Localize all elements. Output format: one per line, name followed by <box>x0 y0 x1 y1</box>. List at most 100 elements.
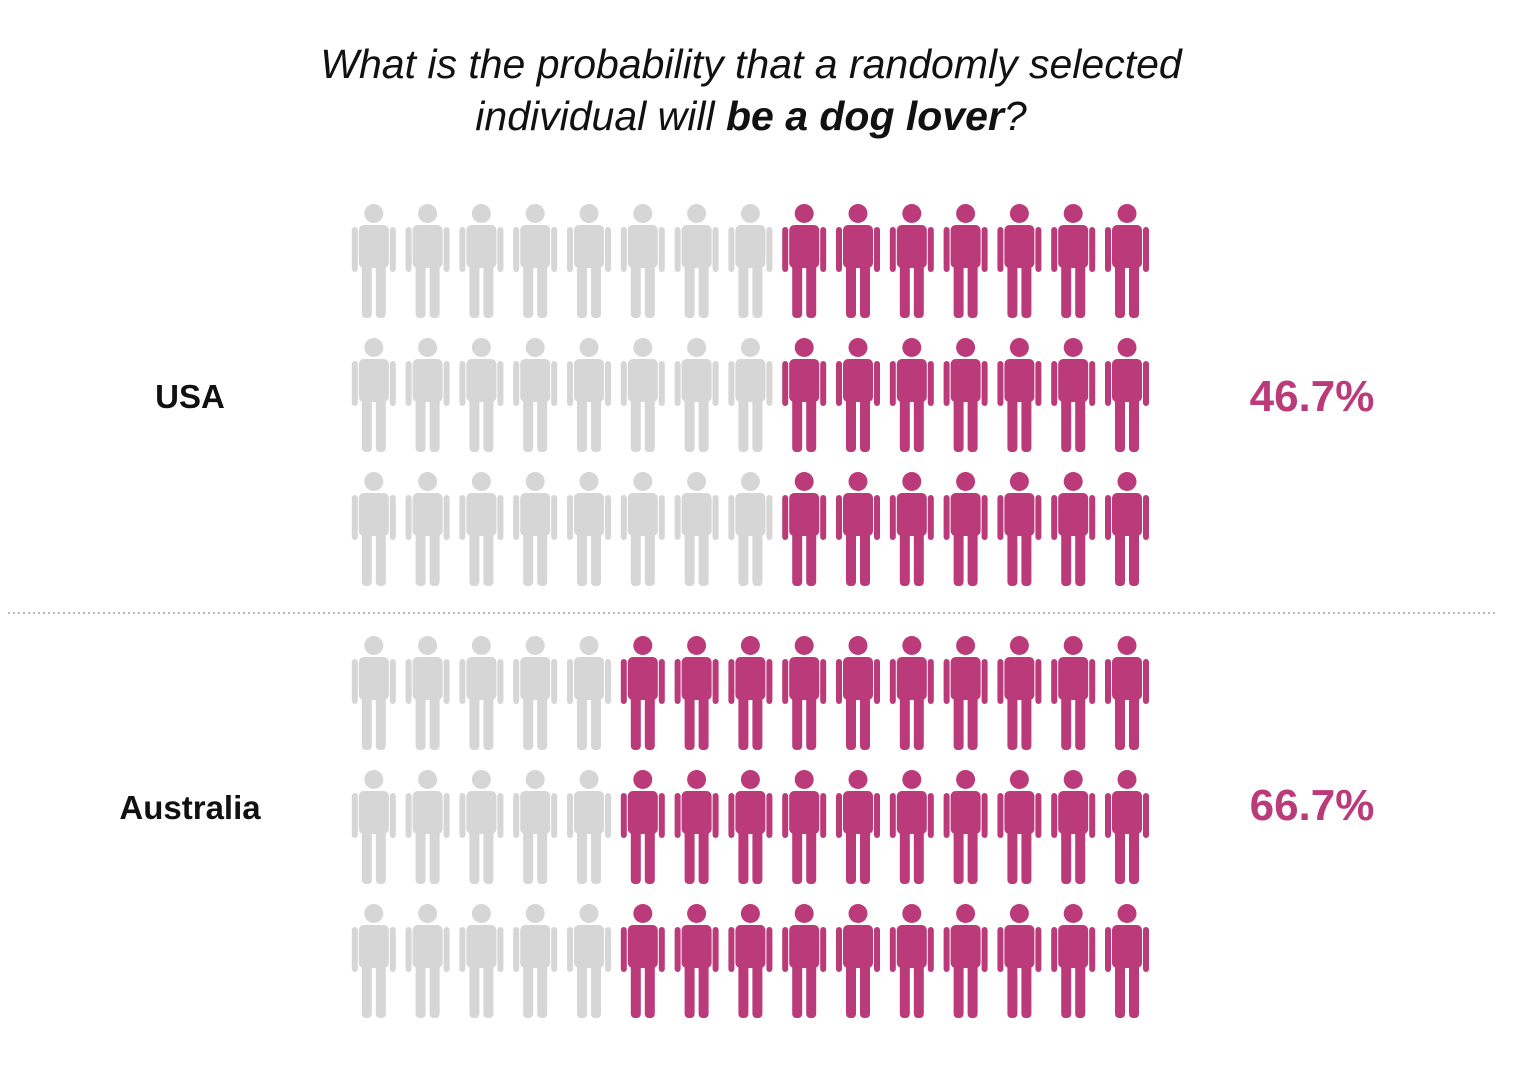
australia-row-2-person-icon-14-highlighted <box>1051 770 1096 884</box>
usa-row-2-person-icon-10-highlighted <box>836 338 880 452</box>
title-line-2-emphasis: be a dog lover <box>725 93 1004 139</box>
australia-row-3-person-icon-5 <box>567 904 611 1018</box>
australia-row-3-person-icon-3 <box>459 904 504 1018</box>
usa-row-3-person-icon-6 <box>620 472 665 586</box>
australia-row-1-person-icon-6-highlighted <box>620 636 665 750</box>
usa-row-1-person-icon-1 <box>351 204 396 318</box>
australia-row-3-person-icon-2 <box>405 904 450 1018</box>
australia-row-1-person-icon-13-highlighted <box>997 636 1042 750</box>
australia-row-2-person-icon-2 <box>405 770 450 884</box>
australia-row-3-person-icon-6-highlighted <box>620 904 665 1018</box>
australia-row-1-person-icon-5 <box>567 636 611 750</box>
usa-row-3-person-icon-11-highlighted <box>889 472 934 586</box>
usa-row-1-person-icon-3 <box>459 204 504 318</box>
australia-row-2-person-icon-1 <box>351 770 396 884</box>
usa-row-3-person-icon-7 <box>674 472 719 586</box>
usa-row-3-person-icon-8 <box>728 472 773 586</box>
title-line-2: individual will be a dog lover? <box>0 90 1502 142</box>
usa-row-1-person-icon-2 <box>405 204 450 318</box>
australia-row-2-person-icon-6-highlighted <box>620 770 665 884</box>
usa-row-1-person-icon-8 <box>728 204 773 318</box>
chart-title: What is the probability that a randomly … <box>0 38 1502 142</box>
usa-row-3-person-icon-15-highlighted <box>1105 472 1149 586</box>
title-line-2-suffix: ? <box>1003 93 1027 139</box>
australia-row-3-person-icon-14-highlighted <box>1051 904 1096 1018</box>
percent-label-australia: 66.7% <box>1249 781 1375 830</box>
usa-row-2-person-icon-3 <box>459 338 504 452</box>
usa-row-2-person-icon-4 <box>513 338 558 452</box>
usa-row-3-person-icon-1 <box>351 472 396 586</box>
usa-row-1-person-icon-9-highlighted <box>782 204 827 318</box>
group-label-usa: USA <box>155 378 225 415</box>
australia-row-1-person-icon-14-highlighted <box>1051 636 1096 750</box>
usa-row-2-person-icon-14-highlighted <box>1051 338 1096 452</box>
australia-row-1-person-icon-1 <box>351 636 396 750</box>
australia-row-1-person-icon-7-highlighted <box>674 636 719 750</box>
australia-row-3-person-icon-4 <box>513 904 558 1018</box>
usa-row-3-person-icon-9-highlighted <box>782 472 827 586</box>
usa-row-3-person-icon-12-highlighted <box>943 472 988 586</box>
australia-row-3-person-icon-15-highlighted <box>1105 904 1149 1018</box>
australia-row-1-person-icon-9-highlighted <box>782 636 827 750</box>
australia-row-2-person-icon-9-highlighted <box>782 770 827 884</box>
australia-row-2-person-icon-4 <box>513 770 558 884</box>
usa-row-1-person-icon-11-highlighted <box>889 204 934 318</box>
australia-row-1-person-icon-8-highlighted <box>728 636 773 750</box>
percent-label-usa: 46.7% <box>1249 372 1375 421</box>
usa-row-1-person-icon-15-highlighted <box>1105 204 1149 318</box>
australia-row-1-person-icon-10-highlighted <box>836 636 880 750</box>
australia-row-1-person-icon-3 <box>459 636 504 750</box>
usa-row-1-person-icon-5 <box>567 204 611 318</box>
usa-row-2-person-icon-9-highlighted <box>782 338 827 452</box>
usa-row-3-person-icon-4 <box>513 472 558 586</box>
australia-row-3-person-icon-1 <box>351 904 396 1018</box>
australia-row-2-person-icon-5 <box>567 770 611 884</box>
australia-row-3-person-icon-10-highlighted <box>836 904 880 1018</box>
australia-row-3-person-icon-8-highlighted <box>728 904 773 1018</box>
australia-row-1-person-icon-12-highlighted <box>943 636 988 750</box>
usa-row-2-person-icon-5 <box>567 338 611 452</box>
usa-row-3-person-icon-5 <box>567 472 611 586</box>
australia-row-1-person-icon-4 <box>513 636 558 750</box>
usa-row-2-person-icon-6 <box>620 338 665 452</box>
usa-row-1-person-icon-10-highlighted <box>836 204 880 318</box>
australia-row-2-person-icon-12-highlighted <box>943 770 988 884</box>
usa-row-3-person-icon-10-highlighted <box>836 472 880 586</box>
title-line-1: What is the probability that a randomly … <box>320 41 1182 87</box>
australia-row-2-person-icon-7-highlighted <box>674 770 719 884</box>
usa-row-2-person-icon-7 <box>674 338 719 452</box>
usa-row-3-person-icon-3 <box>459 472 504 586</box>
usa-row-2-person-icon-15-highlighted <box>1105 338 1149 452</box>
australia-row-3-person-icon-13-highlighted <box>997 904 1042 1018</box>
australia-row-1-person-icon-15-highlighted <box>1105 636 1149 750</box>
usa-row-2-person-icon-11-highlighted <box>889 338 934 452</box>
usa-row-1-person-icon-7 <box>674 204 719 318</box>
australia-row-3-person-icon-7-highlighted <box>674 904 719 1018</box>
australia-row-3-person-icon-12-highlighted <box>943 904 988 1018</box>
group-label-australia: Australia <box>119 789 261 826</box>
usa-row-1-person-icon-12-highlighted <box>943 204 988 318</box>
australia-row-2-person-icon-13-highlighted <box>997 770 1042 884</box>
usa-row-3-person-icon-2 <box>405 472 450 586</box>
title-line-2-prefix: individual will <box>475 93 726 139</box>
usa-row-2-person-icon-8 <box>728 338 773 452</box>
usa-row-2-person-icon-12-highlighted <box>943 338 988 452</box>
australia-row-2-person-icon-3 <box>459 770 504 884</box>
usa-row-3-person-icon-13-highlighted <box>997 472 1042 586</box>
icon-grid <box>351 204 1149 1018</box>
australia-row-2-person-icon-11-highlighted <box>889 770 934 884</box>
usa-row-1-person-icon-4 <box>513 204 558 318</box>
australia-row-2-person-icon-15-highlighted <box>1105 770 1149 884</box>
australia-row-2-person-icon-10-highlighted <box>836 770 880 884</box>
australia-row-3-person-icon-11-highlighted <box>889 904 934 1018</box>
usa-row-2-person-icon-13-highlighted <box>997 338 1042 452</box>
australia-row-2-person-icon-8-highlighted <box>728 770 773 884</box>
usa-row-1-person-icon-13-highlighted <box>997 204 1042 318</box>
usa-row-3-person-icon-14-highlighted <box>1051 472 1096 586</box>
usa-row-2-person-icon-2 <box>405 338 450 452</box>
usa-row-1-person-icon-14-highlighted <box>1051 204 1096 318</box>
australia-row-1-person-icon-11-highlighted <box>889 636 934 750</box>
australia-row-3-person-icon-9-highlighted <box>782 904 827 1018</box>
australia-row-1-person-icon-2 <box>405 636 450 750</box>
